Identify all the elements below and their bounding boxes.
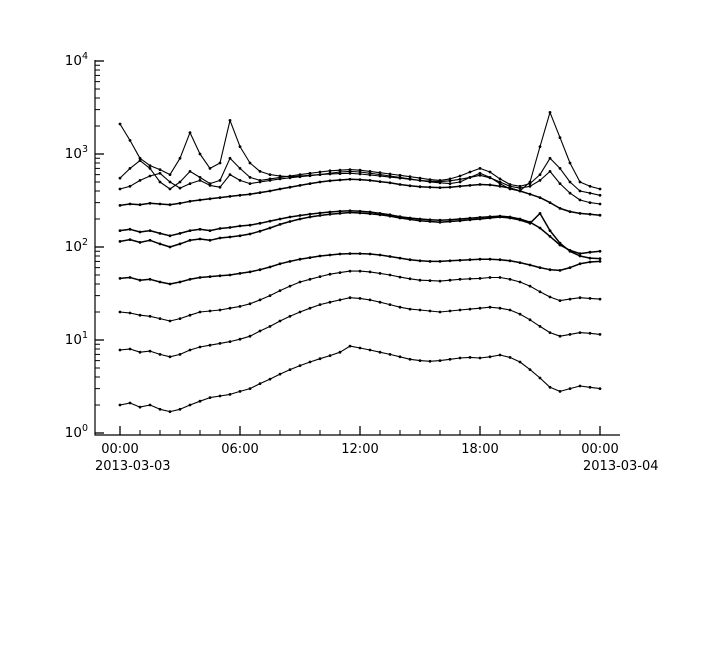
x-axis-end-date-label: 2013-03-04 (583, 459, 659, 474)
svg-text:100: 100 (65, 423, 88, 441)
series-trace-10 (118, 170, 602, 206)
svg-text:00:00: 00:00 (101, 442, 138, 457)
y-axis-ticks (95, 60, 104, 434)
series-trace-1 (118, 344, 602, 413)
svg-text:102: 102 (65, 237, 88, 255)
axes (94, 60, 620, 436)
series-trace-4 (118, 252, 602, 286)
y-axis-tick-labels: 100 101 102 103 104 (65, 51, 88, 441)
x-axis-start-date-label: 2013-03-03 (95, 459, 171, 474)
svg-text:101: 101 (65, 330, 88, 348)
svg-text:00:00: 00:00 (581, 442, 618, 457)
series-trace-3 (118, 269, 602, 323)
svg-text:104: 104 (65, 51, 88, 69)
x-axis-ticks (119, 426, 601, 435)
series-trace-9 (118, 156, 602, 197)
series-trace-6 (118, 209, 602, 256)
svg-text:06:00: 06:00 (221, 442, 258, 457)
x-axis-tick-labels: 00:00 06:00 12:00 18:00 00:00 (101, 442, 618, 457)
svg-text:12:00: 12:00 (341, 442, 378, 457)
svg-text:18:00: 18:00 (461, 442, 498, 457)
series-trace-2 (118, 296, 602, 359)
svg-text:103: 103 (65, 144, 88, 162)
